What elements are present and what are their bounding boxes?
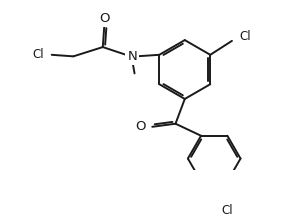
Text: Cl: Cl — [32, 48, 44, 61]
Text: O: O — [135, 120, 145, 133]
Text: Cl: Cl — [221, 204, 233, 217]
Text: N: N — [127, 50, 137, 63]
Text: O: O — [99, 12, 110, 25]
Text: Cl: Cl — [240, 30, 251, 43]
